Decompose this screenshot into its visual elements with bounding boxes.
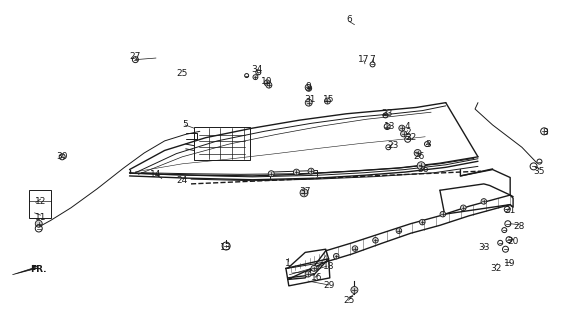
Text: 21: 21	[504, 206, 516, 215]
Circle shape	[481, 199, 487, 204]
Text: 22: 22	[405, 133, 416, 142]
Text: 14: 14	[150, 170, 161, 179]
Text: 26: 26	[414, 152, 425, 161]
Circle shape	[308, 168, 314, 174]
Polygon shape	[12, 265, 37, 275]
Text: 5: 5	[183, 120, 188, 130]
Circle shape	[305, 271, 311, 277]
Circle shape	[325, 98, 330, 104]
Text: 13: 13	[384, 122, 396, 131]
Circle shape	[268, 171, 274, 177]
Text: 23: 23	[387, 141, 399, 150]
Circle shape	[35, 220, 42, 227]
Text: 32: 32	[490, 264, 501, 273]
Text: 33: 33	[478, 243, 490, 252]
Circle shape	[440, 212, 446, 217]
Circle shape	[400, 131, 407, 137]
Circle shape	[305, 84, 311, 90]
Text: 16: 16	[311, 273, 323, 282]
Text: 35: 35	[534, 167, 545, 176]
Circle shape	[414, 149, 421, 156]
Circle shape	[417, 162, 425, 170]
Circle shape	[352, 246, 358, 252]
Text: 28: 28	[513, 222, 525, 231]
Text: 1: 1	[285, 259, 291, 268]
Circle shape	[253, 75, 258, 80]
Circle shape	[351, 286, 358, 293]
Text: 10: 10	[261, 77, 273, 86]
Circle shape	[305, 99, 312, 106]
Circle shape	[300, 189, 308, 197]
Text: 30: 30	[56, 152, 68, 161]
Text: 3: 3	[426, 140, 431, 148]
Text: 9: 9	[305, 82, 311, 91]
Text: 6: 6	[346, 15, 352, 24]
Text: 12: 12	[35, 197, 46, 206]
Text: 8: 8	[542, 128, 548, 137]
Text: FR.: FR.	[30, 265, 46, 275]
Text: 23: 23	[382, 109, 393, 118]
Text: 2: 2	[405, 128, 410, 137]
Text: 17: 17	[358, 55, 370, 64]
Text: 15: 15	[323, 95, 335, 104]
Circle shape	[294, 169, 299, 175]
Circle shape	[461, 205, 466, 211]
Text: 7: 7	[370, 55, 376, 64]
Circle shape	[420, 219, 425, 225]
Text: 37: 37	[299, 188, 311, 196]
Text: 19: 19	[504, 259, 516, 268]
Text: 25: 25	[177, 69, 188, 78]
Text: 31: 31	[304, 95, 316, 104]
Text: 20: 20	[507, 237, 519, 246]
Circle shape	[396, 228, 402, 234]
Circle shape	[399, 125, 405, 131]
Circle shape	[333, 253, 339, 259]
Text: 34: 34	[251, 65, 263, 74]
Text: 11: 11	[35, 213, 46, 222]
Circle shape	[373, 237, 378, 243]
Text: 13: 13	[220, 243, 232, 252]
Text: 29: 29	[323, 281, 335, 290]
Text: 36: 36	[418, 165, 429, 174]
Text: 4: 4	[405, 122, 410, 131]
Circle shape	[264, 80, 270, 86]
Text: 18: 18	[323, 262, 335, 271]
Text: 27: 27	[130, 52, 141, 61]
Circle shape	[266, 82, 272, 88]
Text: 24: 24	[177, 176, 188, 185]
Circle shape	[306, 85, 312, 91]
Circle shape	[311, 265, 317, 271]
Text: 25: 25	[343, 296, 355, 305]
